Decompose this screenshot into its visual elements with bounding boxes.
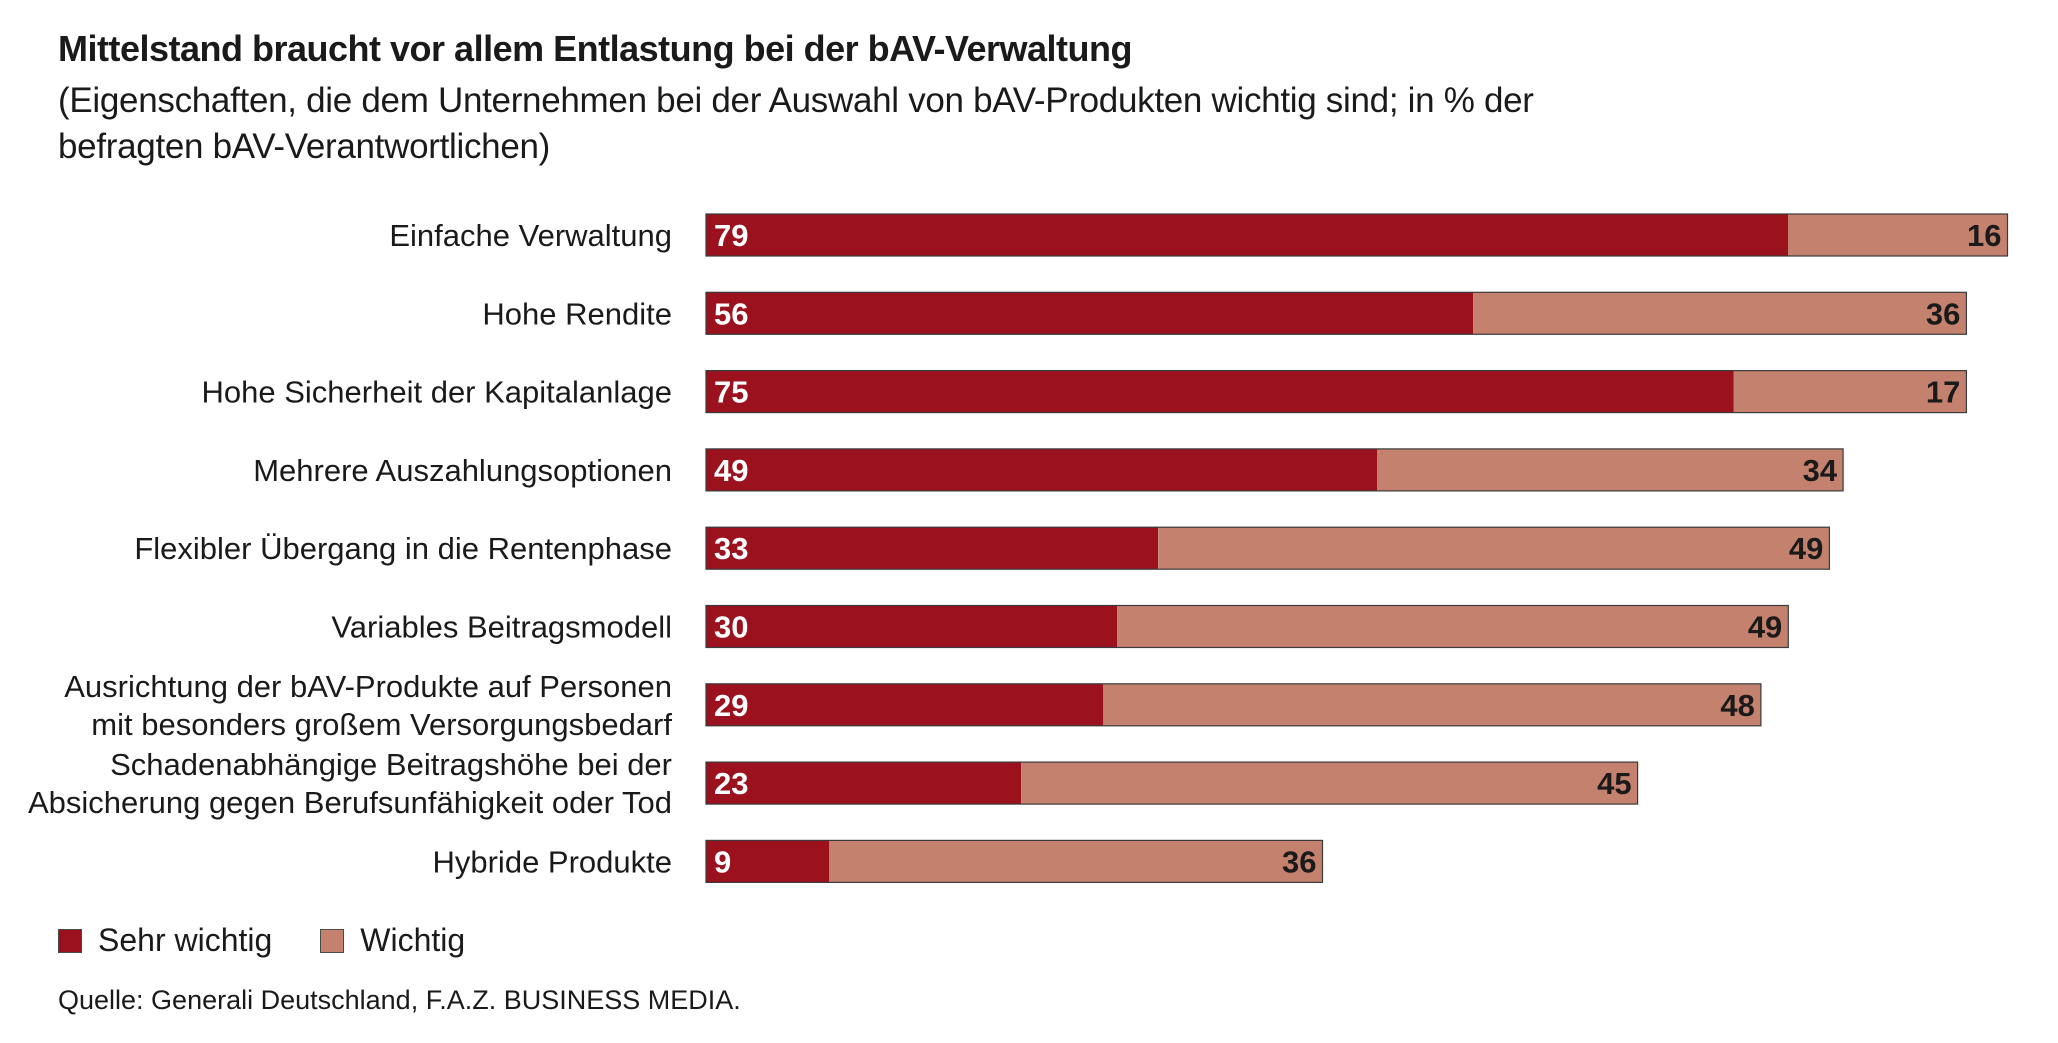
- bar-sehr-wichtig: [706, 292, 1474, 335]
- category-label: Ausrichtung der bAV-Produkte auf Persone…: [64, 669, 672, 742]
- value-label-wichtig: 16: [1967, 218, 2001, 253]
- bar-outline: [705, 526, 1831, 570]
- value-label-sehr-wichtig: 33: [714, 531, 748, 566]
- bar-sehr-wichtig: [706, 605, 1117, 648]
- bar-outline: [705, 370, 1968, 414]
- legend-swatch-wichtig: [320, 928, 345, 953]
- bar-outline: [705, 683, 1762, 727]
- bar-outline: [705, 291, 1968, 335]
- bar-chart: Einfache Verwaltung 79 16 Hohe Rendite 56 36 H…: [28, 213, 2009, 884]
- bar-sehr-wichtig: [706, 527, 1159, 570]
- source-note: Quelle: Generali Deutschland, F.A.Z. BUS…: [58, 985, 741, 1015]
- value-label-sehr-wichtig: 29: [714, 688, 748, 723]
- value-label-wichtig: 17: [1926, 375, 1960, 410]
- value-label-wichtig: 48: [1720, 688, 1754, 723]
- bar-outline: [705, 604, 1789, 649]
- value-label-sehr-wichtig: 49: [714, 453, 748, 488]
- bar-wichtig: [1788, 214, 2008, 256]
- bar-wichtig: [1021, 762, 1638, 805]
- chart-subtitle: (Eigenschaften, die dem Unternehmen bei …: [58, 81, 1534, 166]
- value-label-wichtig: 45: [1597, 766, 1631, 801]
- bar-wichtig: [829, 840, 1323, 883]
- bar-wichtig: [1733, 370, 1967, 413]
- category-label: Flexibler Übergang in die Rentenphase: [134, 531, 672, 566]
- bar-outline: [705, 839, 1324, 884]
- legend-item-wichtig: Wichtig: [320, 922, 465, 959]
- value-label-wichtig: 34: [1803, 453, 1838, 488]
- category-label-line: Absicherung gegen Berufsunfähigkeit oder…: [28, 785, 672, 820]
- legend-label-sehr-wichtig: Sehr wichtig: [98, 922, 273, 958]
- category-label: Einfache Verwaltung: [389, 218, 672, 253]
- value-label-sehr-wichtig: 30: [714, 610, 748, 645]
- bar-sehr-wichtig: [706, 683, 1104, 726]
- legend: Sehr wichtig Wichtig: [58, 922, 513, 959]
- value-label-wichtig: 49: [1748, 610, 1782, 645]
- category-label-line: mit besonders großem Versorgungsbedarf: [91, 707, 672, 742]
- bar-sehr-wichtig: [706, 370, 1734, 413]
- category-label: Hohe Sicherheit der Kapitalanlage: [202, 375, 672, 410]
- bar-sehr-wichtig: [706, 840, 830, 883]
- value-label-wichtig: 49: [1789, 531, 1823, 566]
- category-label: Schadenabhängige Beitragshöhe bei der Abs…: [28, 747, 672, 820]
- bar-wichtig: [1117, 605, 1789, 648]
- bar-sehr-wichtig: [706, 448, 1378, 491]
- bar-outline: [705, 213, 2009, 257]
- value-label-sehr-wichtig: 9: [714, 844, 731, 879]
- value-label-sehr-wichtig: 56: [714, 296, 748, 331]
- bar-wichtig: [1103, 683, 1761, 726]
- bar-sehr-wichtig: [706, 214, 1789, 256]
- legend-item-sehr-wichtig: Sehr wichtig: [58, 922, 272, 959]
- bar-outline: [705, 761, 1639, 805]
- value-label-sehr-wichtig: 75: [714, 375, 748, 410]
- bar-outline: [705, 448, 1844, 492]
- category-label: Variables Beitragsmodell: [331, 610, 672, 645]
- legend-swatch-sehr-wichtig: [58, 928, 82, 953]
- legend-label-wichtig: Wichtig: [360, 922, 466, 958]
- bar-wichtig: [1158, 527, 1830, 570]
- value-label-sehr-wichtig: 79: [714, 218, 748, 253]
- category-label: Mehrere Auszahlungsoptionen: [253, 453, 672, 488]
- bar-wichtig: [1377, 448, 1844, 491]
- category-label-line: Ausrichtung der bAV-Produkte auf Persone…: [64, 669, 672, 704]
- chart-title: Mittelstand braucht vor allem Entlastung…: [58, 28, 1133, 69]
- value-label-sehr-wichtig: 23: [714, 766, 748, 801]
- value-label-wichtig: 36: [1282, 844, 1316, 879]
- category-label-line: Schadenabhängige Beitragshöhe bei der: [110, 747, 672, 782]
- bar-sehr-wichtig: [706, 762, 1022, 805]
- value-label-wichtig: 36: [1926, 296, 1960, 331]
- bar-wichtig: [1473, 292, 1967, 335]
- category-label: Hohe Rendite: [482, 296, 672, 331]
- category-label: Hybride Produkte: [432, 844, 672, 879]
